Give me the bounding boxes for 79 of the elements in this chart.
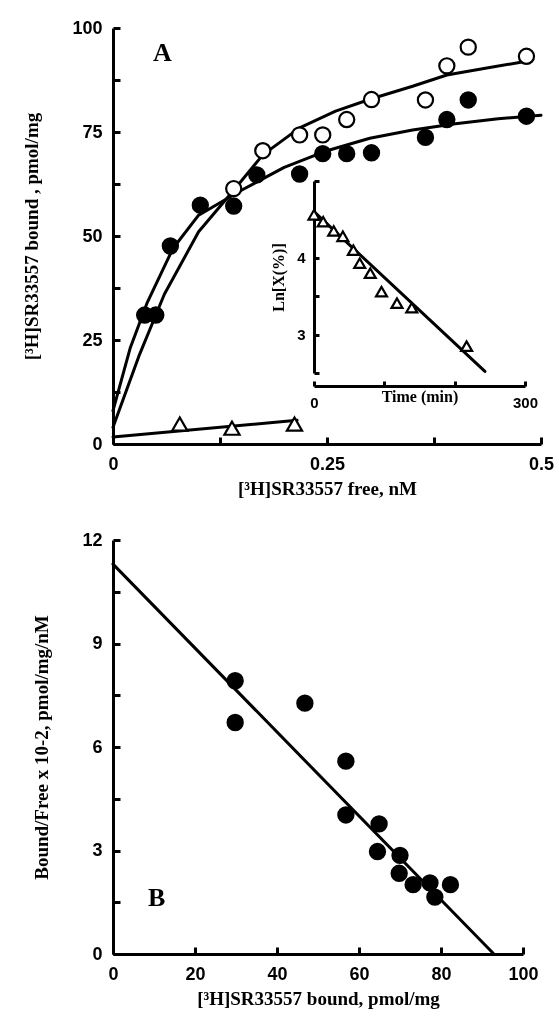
point — [517, 47, 536, 65]
point — [314, 144, 332, 163]
y-tick-label: 25 — [82, 329, 103, 350]
point — [426, 888, 444, 906]
x-tick-label: 40 — [267, 963, 288, 984]
point — [223, 420, 241, 436]
point — [225, 179, 243, 198]
y-axis-title: Bound/Free x 10-2, pmol/mg/nM — [31, 615, 53, 880]
point — [374, 285, 389, 298]
y-tick-label: 100 — [72, 17, 103, 38]
x-axis-title: [³H]SR33557 bound, pmol/mg — [197, 987, 441, 1009]
point — [460, 340, 474, 352]
annotation: A — [153, 38, 172, 67]
x-tick-label: 20 — [185, 963, 206, 984]
point — [405, 301, 419, 314]
x-tick-label: 100 — [508, 963, 539, 984]
point — [363, 267, 377, 279]
y-tick-label: 6 — [92, 736, 103, 757]
point — [336, 230, 350, 243]
point — [290, 165, 309, 183]
y-tick-label: 9 — [92, 633, 103, 653]
point — [416, 128, 435, 147]
point — [226, 672, 244, 690]
x-tick-label: 0.25 — [309, 453, 346, 474]
y-tick-label: 0 — [92, 943, 103, 964]
x-axis-title: [³H]SR33557 free, nM — [238, 477, 418, 499]
point — [421, 874, 439, 892]
y-tick-label: 3 — [92, 840, 103, 860]
point — [327, 225, 341, 237]
point — [337, 806, 355, 824]
point — [438, 110, 456, 129]
point — [353, 257, 367, 270]
y-axis-title: Ln[X(%)] — [270, 243, 289, 312]
point — [368, 842, 387, 861]
y-tick-label: 50 — [82, 225, 103, 246]
point — [316, 215, 330, 228]
point — [441, 875, 460, 894]
y-tick-label: 0 — [92, 433, 103, 454]
point — [362, 90, 381, 109]
x-tick-label: 0.5 — [528, 453, 555, 474]
point — [459, 91, 477, 109]
point — [362, 144, 381, 162]
point — [416, 91, 435, 109]
point — [307, 208, 321, 221]
y-tick-label: 3 — [297, 326, 306, 344]
x-tick-label: 300 — [512, 393, 539, 411]
point — [248, 166, 266, 184]
point — [226, 713, 244, 732]
point — [404, 875, 422, 894]
x-tick-label: 0 — [108, 453, 119, 474]
y-tick-label: 12 — [82, 529, 103, 550]
x-tick-label: 60 — [349, 963, 370, 984]
point — [517, 107, 536, 125]
point — [290, 126, 309, 144]
point — [390, 864, 408, 882]
point — [390, 297, 404, 309]
point — [337, 752, 355, 770]
annotation: B — [148, 883, 166, 912]
point — [459, 38, 477, 56]
point — [171, 416, 189, 432]
x-tick-label: 80 — [431, 963, 452, 984]
y-tick-label: 4 — [297, 249, 307, 267]
x-tick-label: 0 — [108, 963, 119, 984]
point — [191, 196, 209, 214]
point — [338, 110, 356, 129]
point — [391, 846, 409, 864]
x-axis-title: Time (min) — [381, 387, 459, 406]
point — [314, 126, 332, 144]
point — [370, 815, 388, 833]
point — [338, 144, 356, 163]
point — [296, 694, 314, 712]
point — [161, 237, 180, 255]
point — [254, 142, 272, 160]
point — [438, 57, 456, 75]
y-tick-label: 75 — [82, 121, 103, 142]
y-axis-title: [³H]SR33557 bound , pmol/mg — [21, 112, 43, 361]
point — [285, 416, 304, 432]
point — [346, 244, 360, 256]
point — [225, 197, 243, 215]
